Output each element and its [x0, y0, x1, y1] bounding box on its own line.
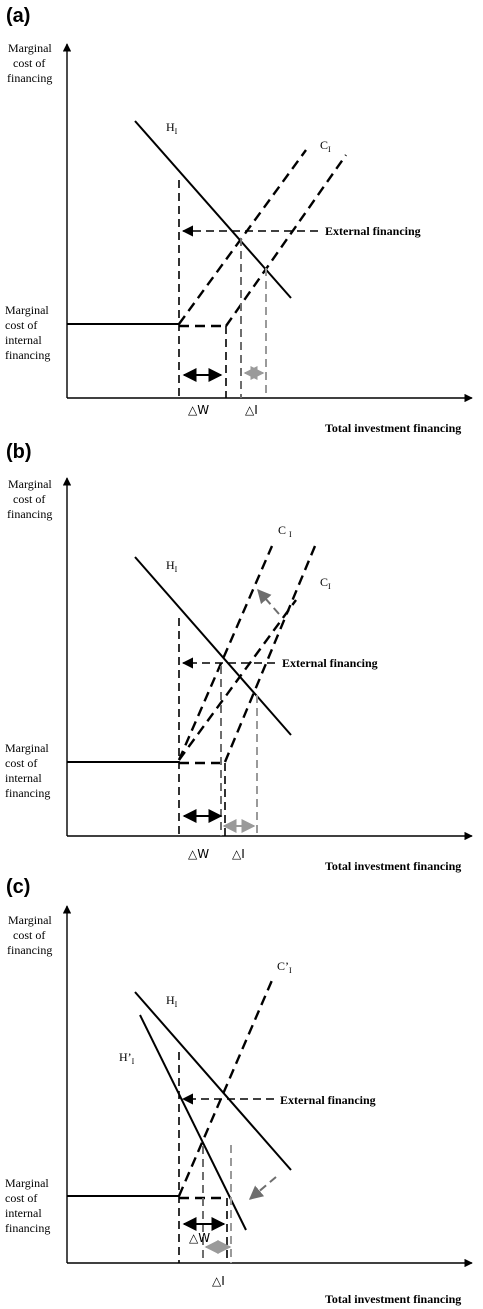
panel-a-demand-curve — [134, 120, 292, 299]
svg-text:financing: financing — [5, 1221, 50, 1235]
panel-c-delta-i-label: △I — [212, 1274, 225, 1288]
panel-c-h-label: HI — [166, 993, 178, 1009]
panel-a-delta-i-label: △I — [245, 403, 258, 417]
panel-a-delta-w-label: △W — [188, 403, 209, 417]
svg-text:internal: internal — [5, 1206, 42, 1220]
panel-c-label: (c) — [6, 876, 30, 898]
panel-c-external-financing-label: External financing — [280, 1093, 376, 1107]
panel-c-shift-arrow — [248, 1176, 277, 1200]
panel-b-y-axis-label: Marginal cost of financing — [7, 477, 52, 521]
panel-c-demand-curve — [134, 991, 292, 1171]
panel-a-h-label: HI — [166, 120, 178, 136]
panel-b-rotation-arrow — [257, 588, 280, 615]
svg-text:financing: financing — [7, 943, 52, 957]
panel-a-c-label: CI — [320, 138, 331, 154]
panel-c-demand-curve-shifted — [139, 1014, 247, 1231]
panel-a-y-axis-label: Marginal cost of financing — [7, 41, 52, 85]
panel-a-x-axis-label: Total investment financing — [325, 421, 461, 435]
panel-b-label: (b) — [6, 441, 32, 463]
svg-text:cost of: cost of — [5, 318, 37, 332]
svg-text:Marginal: Marginal — [5, 303, 49, 317]
panel-c-internal-cost-label: Marginal cost of internal financing — [5, 1176, 50, 1235]
svg-text:Marginal: Marginal — [5, 741, 49, 755]
panel-b-delta-w-label: △W — [188, 847, 209, 861]
panel-a-supply-curve-original — [178, 149, 307, 325]
svg-text:internal: internal — [5, 771, 42, 785]
svg-text:cost of: cost of — [13, 56, 45, 70]
panel-a-label: (a) — [6, 5, 30, 27]
panel-c-supply-curve — [177, 977, 275, 1197]
svg-text:financing: financing — [7, 71, 52, 85]
panel-b-supply-curve-original — [178, 599, 297, 761]
panel-b-supply-curve-shifted — [223, 545, 317, 763]
panel-b-h-label: HI — [166, 558, 178, 574]
panel-a-external-financing-label: External financing — [325, 224, 421, 238]
svg-text:financing: financing — [5, 348, 50, 362]
svg-text:cost of: cost of — [5, 756, 37, 770]
panel-c-delta-w-label: △W — [189, 1231, 210, 1245]
svg-text:financing: financing — [5, 786, 50, 800]
svg-text:financing: financing — [7, 507, 52, 521]
panel-c-h-prime-label: H’I — [119, 1050, 135, 1066]
panel-b-internal-cost-label: Marginal cost of internal financing — [5, 741, 50, 800]
svg-text:cost of: cost of — [5, 1191, 37, 1205]
svg-text:Marginal: Marginal — [5, 1176, 49, 1190]
panel-b-supply-curve-steep — [177, 545, 274, 761]
svg-text:Marginal: Marginal — [8, 913, 52, 927]
panel-a: (a) Marginal cost of financing Marginal … — [5, 5, 473, 435]
svg-text:cost of: cost of — [13, 928, 45, 942]
panel-c: (c) Marginal cost of financing Marginal … — [5, 876, 473, 1306]
panel-a-supply-curve-shifted — [225, 154, 347, 327]
panel-b-external-financing-label: External financing — [282, 656, 378, 670]
svg-text:Marginal: Marginal — [8, 477, 52, 491]
svg-text:internal: internal — [5, 333, 42, 347]
panel-a-internal-cost-label: Marginal cost of internal financing — [5, 303, 50, 362]
panel-b-demand-curve — [134, 556, 292, 736]
svg-text:cost of: cost of — [13, 492, 45, 506]
panel-b-c-label: CI — [320, 575, 331, 591]
panel-b-c-steep-label: C I — [278, 523, 292, 539]
panel-c-c-prime-label: C’I — [277, 959, 292, 975]
panel-b-x-axis-label: Total investment financing — [325, 859, 461, 873]
panel-b: (b) Marginal cost of financing Marginal … — [5, 441, 473, 873]
panel-b-delta-i-label: △I — [232, 847, 245, 861]
panel-c-y-axis-label: Marginal cost of financing — [7, 913, 52, 957]
panel-c-x-axis-label: Total investment financing — [325, 1292, 461, 1306]
svg-text:Marginal: Marginal — [8, 41, 52, 55]
